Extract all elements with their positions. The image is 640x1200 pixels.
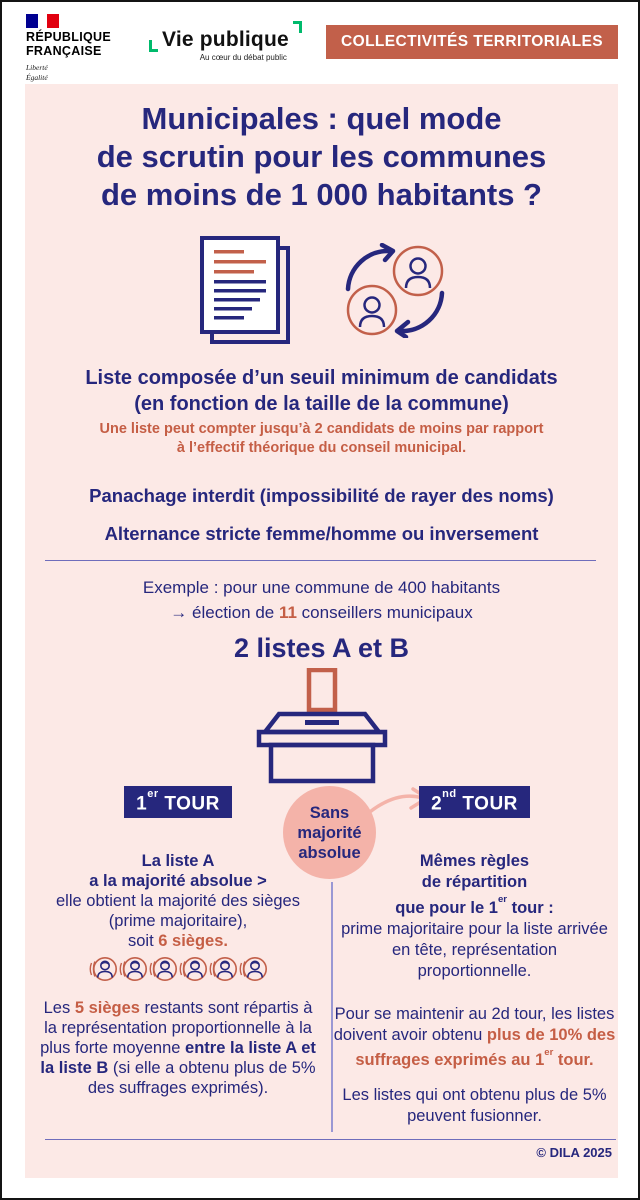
round-columns: La liste A a la majorité absolue > elle …	[25, 851, 618, 1127]
round1-column: La liste A a la majorité absolue > elle …	[25, 851, 331, 1127]
header: RÉPUBLIQUE FRANÇAISE Liberté Égalité Fra…	[2, 2, 638, 91]
round1-remaining: Les 5 sièges restants sont répartis à la…	[40, 999, 316, 1098]
ballot-box-icon	[256, 668, 387, 784]
vie-publique-tagline: Au cœur du débat public	[199, 53, 287, 62]
round1-result: La liste A a la majorité absolue > elle …	[56, 852, 300, 951]
example-intro: Exemple : pour une commune de 400 habita…	[142, 578, 501, 597]
republique-francaise-label: RÉPUBLIQUE FRANÇAISE	[26, 30, 111, 58]
rounds-section: Sans majorité absolue 1er TOUR 2nd TOUR …	[25, 786, 618, 1132]
content-panel: Municipales : quel mode de scrutin pour …	[25, 84, 618, 1178]
councillor-seat-icon	[239, 957, 268, 982]
councillor-seat-icon	[179, 957, 207, 982]
illustration-row	[25, 234, 618, 346]
vie-publique-name: Vie publique	[162, 28, 289, 51]
majority-seats-count: 6 sièges.	[158, 932, 228, 951]
section-divider	[45, 560, 596, 561]
page-title: Municipales : quel mode de scrutin pour …	[96, 101, 547, 212]
copyright: © DILA 2025	[536, 1145, 612, 1161]
topic-badge: COLLECTIVITÉS TERRITORIALES	[326, 25, 618, 59]
rule-list-note: Une liste peut compter jusqu’à 2 candida…	[99, 421, 544, 456]
seats-row	[35, 954, 321, 984]
lists-heading: 2 listes A et B	[233, 633, 410, 663]
round2-badge: 2nd TOUR	[419, 786, 530, 819]
round2-fusion: Les listes qui ont obtenu plus de 5% peu…	[342, 1086, 607, 1126]
round2-badge-cell: 2nd TOUR	[331, 786, 618, 819]
suffrage-threshold: plus de 10% des suffrages exprimés au 1e…	[355, 1025, 616, 1070]
french-flag-icon	[26, 14, 60, 28]
councillor-seat-icon	[149, 957, 177, 982]
rule-list-threshold: Liste composée d’un seuil minimum de can…	[85, 367, 558, 415]
round2-maintain: Pour se maintenir au 2d tour, les listes…	[333, 1004, 616, 1070]
round-badges-row: 1er TOUR 2nd TOUR	[25, 786, 618, 819]
no-majority-bubble: Sans majorité absolue	[283, 786, 376, 879]
column-divider	[331, 882, 333, 1132]
round2-column: Mêmes règles de répartition que pour le …	[331, 851, 618, 1127]
councillor-seat-icon	[209, 957, 237, 982]
republique-francaise-logo: RÉPUBLIQUE FRANÇAISE Liberté Égalité Fra…	[26, 14, 144, 92]
round2-rules: Mêmes règles de répartition que pour le …	[341, 852, 608, 980]
rule-panachage: Panachage interdit (impossibilité de ray…	[89, 485, 554, 506]
round1-badge-cell: 1er TOUR	[25, 786, 331, 819]
councillors-count: 11	[278, 603, 297, 622]
candidate-list-document-icon	[199, 236, 290, 344]
councillor-seat-icon	[89, 957, 117, 982]
ballot-illustration	[25, 668, 618, 786]
footer-divider	[45, 1139, 616, 1141]
green-bracket-icon	[292, 21, 302, 33]
example-result: → élection de 11 conseillers municipaux	[170, 603, 473, 622]
rule-alternance: Alternance stricte femme/homme ou invers…	[104, 523, 539, 544]
voters-exchange-icon	[345, 242, 444, 338]
councillor-seat-icon	[119, 957, 147, 982]
remaining-seats-count: 5 sièges	[74, 999, 140, 1018]
round1-badge: 1er TOUR	[124, 786, 232, 819]
green-bracket-icon	[149, 40, 158, 52]
vie-publique-logo: Vie publique Au cœur du débat public	[149, 21, 302, 62]
example-block: Exemple : pour une commune de 400 habita…	[25, 575, 618, 625]
